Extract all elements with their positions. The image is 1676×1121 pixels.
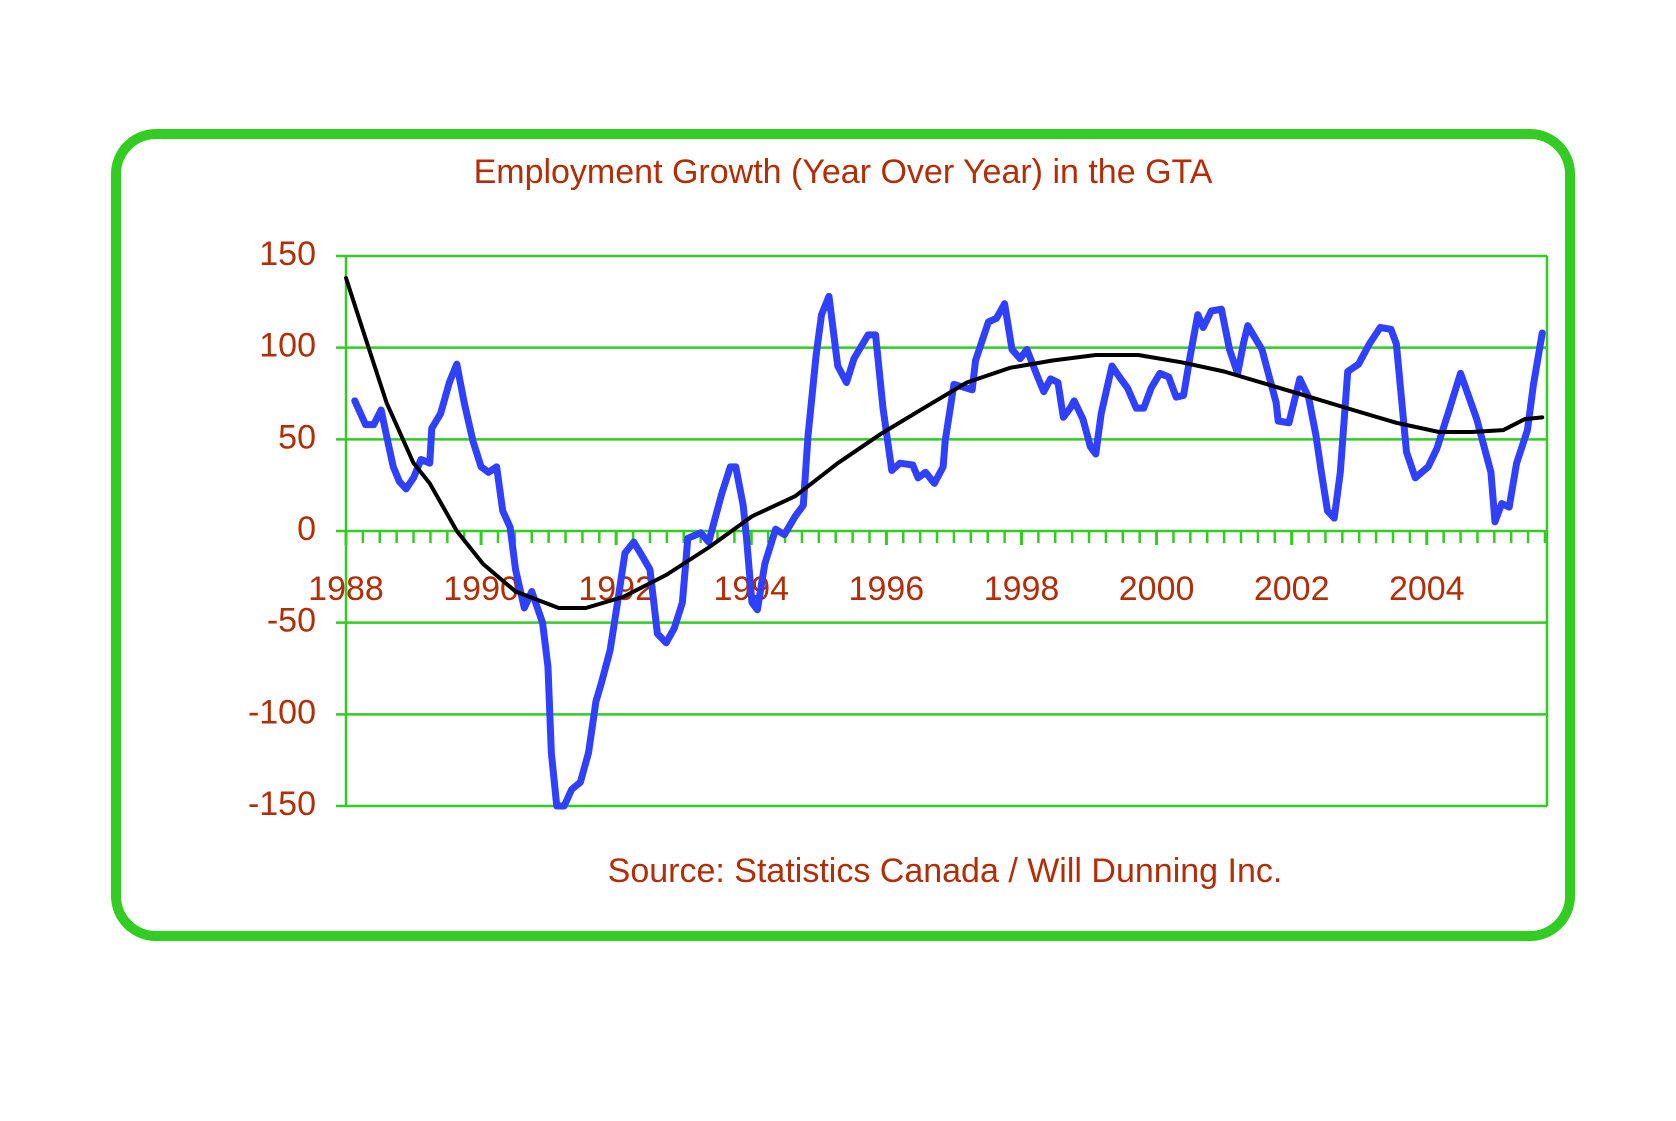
y-tick-label: -50	[267, 602, 316, 640]
y-tick-label: 50	[278, 418, 316, 456]
source-note: Source: Statistics Canada / Will Dunning…	[608, 852, 1283, 890]
y-tick-label: 150	[259, 235, 316, 273]
x-tick-label: 1998	[984, 570, 1060, 608]
x-tick-label: 1990	[443, 570, 519, 608]
x-tick-label: 2000	[1119, 570, 1195, 608]
y-tick-label: 100	[259, 327, 316, 365]
y-tick-label: -100	[248, 693, 316, 731]
data-line	[351, 292, 1546, 810]
x-tick-label: 1996	[849, 570, 925, 608]
x-tick-label: 2002	[1254, 570, 1330, 608]
y-tick-label: 0	[297, 510, 316, 548]
chart-frame	[111, 129, 1575, 941]
x-tick-label: 1988	[308, 570, 384, 608]
x-tick-label: 2004	[1389, 570, 1465, 608]
chart-title: Employment Growth (Year Over Year) in th…	[474, 153, 1213, 191]
data-line	[344, 276, 1545, 610]
y-tick-label: -150	[248, 785, 316, 823]
